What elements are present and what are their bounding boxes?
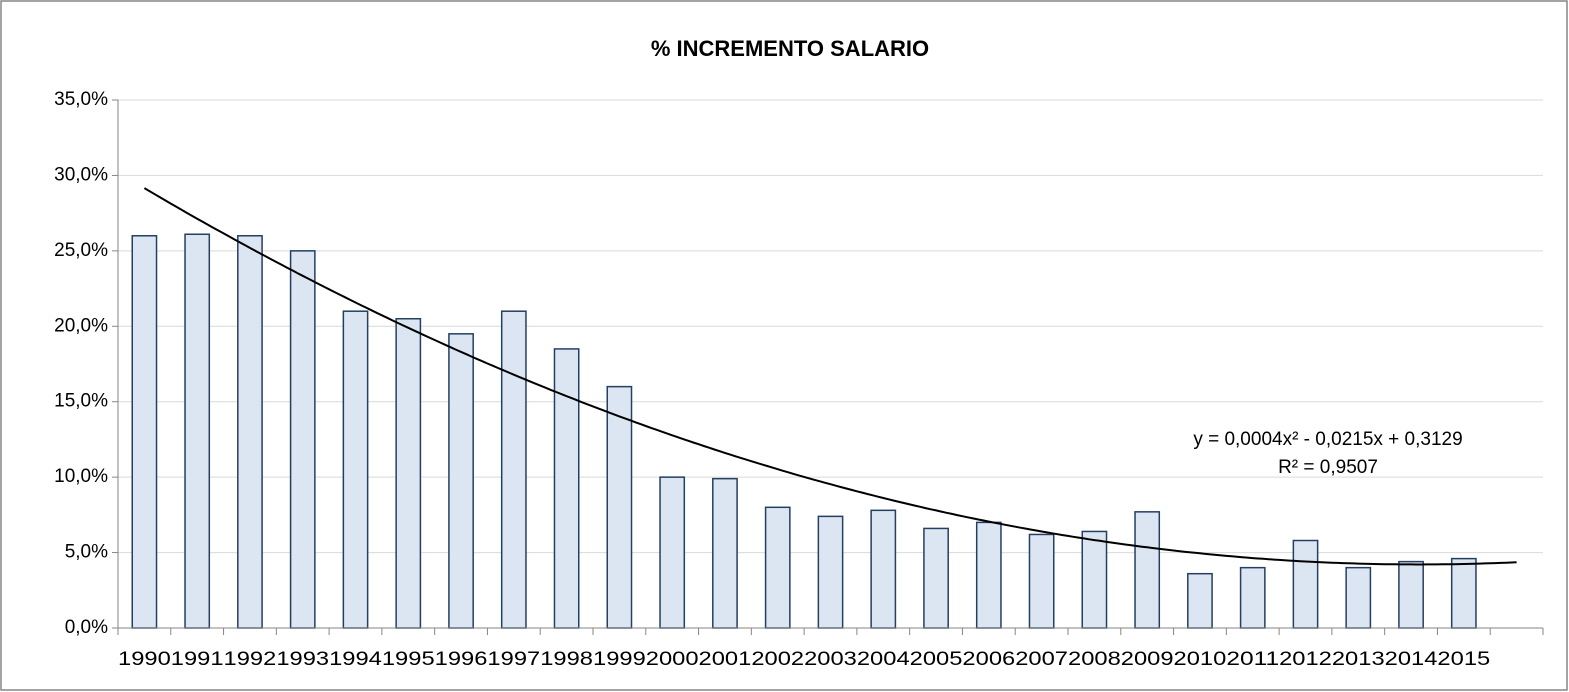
bar	[289, 250, 316, 629]
trend-r2: R² = 0,9507	[1278, 457, 1378, 478]
y-tick-label: 25,0%	[54, 240, 108, 261]
chart-title: % INCREMENTO SALARIO	[651, 36, 929, 61]
y-tick-label: 15,0%	[54, 391, 108, 412]
bar	[1028, 533, 1055, 629]
bar	[923, 527, 949, 629]
bar	[870, 509, 897, 629]
y-tick-label: 0,0%	[65, 617, 108, 638]
x-tick-label: 1991	[171, 649, 224, 670]
bar	[1134, 511, 1161, 629]
x-tick-label: 1997	[487, 649, 540, 670]
bar	[1398, 560, 1424, 629]
bar	[1239, 566, 1266, 629]
x-tick-label: 2012	[1279, 649, 1332, 670]
x-tick-label: 2005	[910, 649, 963, 670]
bar	[817, 515, 844, 629]
bar	[1450, 557, 1477, 629]
y-tick-label: 35,0%	[54, 89, 108, 110]
x-tick-label: 2013	[1332, 649, 1385, 670]
x-tick-label: 1990	[118, 649, 171, 670]
x-tick-label: 1993	[276, 649, 329, 670]
bar	[1187, 572, 1213, 629]
y-tick-label: 10,0%	[54, 466, 108, 487]
bar	[975, 521, 1002, 629]
x-tick-label: 2000	[646, 649, 699, 670]
x-tick-label: 2002	[751, 649, 804, 670]
x-tick-label: 2008	[1068, 649, 1121, 670]
y-tick-label: 20,0%	[54, 315, 108, 336]
x-tick-label: 2014	[1385, 649, 1438, 670]
x-tick-label: 2007	[1015, 649, 1068, 670]
y-tick-label: 30,0%	[54, 164, 108, 185]
y-tick-label: 5,0%	[65, 542, 108, 563]
bar	[395, 317, 422, 629]
x-tick-label: 1999	[593, 649, 646, 670]
x-tick-label: 2004	[857, 649, 910, 670]
bar	[131, 235, 158, 629]
x-tick-label: 2011	[1226, 649, 1279, 670]
x-tick-label: 2003	[804, 649, 857, 670]
bar	[1345, 566, 1372, 629]
bar	[342, 310, 369, 629]
x-tick-label: 2001	[699, 649, 752, 670]
bar	[1081, 530, 1108, 629]
bar	[184, 233, 211, 629]
bar	[500, 310, 527, 629]
bar	[659, 476, 686, 629]
x-tick-label: 1994	[329, 649, 382, 670]
bar	[448, 333, 474, 629]
bar	[237, 235, 263, 629]
bar	[712, 477, 738, 629]
x-tick-label: 2010	[1174, 649, 1227, 670]
bar	[1292, 539, 1319, 629]
x-tick-label: 1992	[224, 649, 277, 670]
x-tick-label: 1996	[435, 649, 488, 670]
x-tick-label: 2009	[1121, 649, 1174, 670]
bar	[553, 348, 580, 629]
x-tick-label: 1995	[382, 649, 435, 670]
bar	[764, 506, 791, 629]
bar	[606, 385, 633, 629]
x-tick-label: 1998	[540, 649, 593, 670]
x-tick-label: 2015	[1437, 649, 1490, 670]
trendline	[143, 187, 1517, 566]
trend-equation: y = 0,0004x² - 0,0215x + 0,3129	[1193, 429, 1462, 450]
x-tick-label: 2006	[962, 649, 1015, 670]
